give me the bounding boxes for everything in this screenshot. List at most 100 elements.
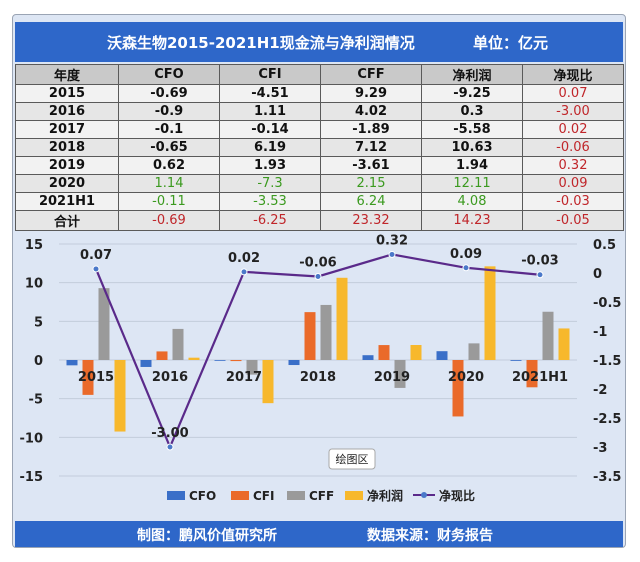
footer-bar: 制图：鹏风价值研究所 数据来源：财务报告	[15, 521, 623, 547]
cell-ratio: 0.09	[522, 174, 624, 193]
cell-cff: 2.15	[320, 174, 422, 193]
y-right-tick-label: -1.5	[593, 354, 621, 369]
x-axis-labels: 2015 2016 2017 2018 2019 2020 2021H1	[78, 370, 568, 385]
col-header-net-profit: 净利润	[421, 64, 523, 85]
legend-label: 净现比	[439, 488, 475, 503]
cell-year: 2019	[15, 156, 119, 175]
y-left-tick-label: 0	[34, 354, 43, 369]
y-right-tick-label: -3	[593, 441, 607, 456]
bar-净利润-2021H1	[558, 328, 570, 360]
x-tick-label: 2021H1	[512, 370, 568, 385]
cell-cfo: 1.14	[118, 174, 220, 193]
cell-cff: 4.02	[320, 102, 422, 121]
tooltip-text: 绘图区	[336, 452, 369, 466]
cell-year: 2018	[15, 138, 119, 157]
col-header-cfi: CFI	[219, 64, 321, 85]
cell-ratio: -0.06	[522, 138, 624, 157]
cell-cfi: -4.51	[219, 84, 321, 103]
chart-title: 沃森生物2015-2021H1现金流与净利润情况	[107, 34, 415, 52]
cell-cfi: -6.25	[219, 210, 321, 231]
col-header-cfo: CFO	[118, 64, 220, 85]
bar-CFO-2015	[66, 360, 78, 366]
cell-net-profit: 0.3	[421, 102, 523, 121]
cell-cff: 9.29	[320, 84, 422, 103]
footer-source: 数据来源：财务报告	[367, 528, 493, 544]
legend-swatch	[231, 491, 249, 500]
legend-marker	[421, 492, 427, 498]
cell-cff: 23.32	[320, 210, 422, 231]
table-header-row: 年度 CFO CFI CFF 净利润 净现比	[15, 64, 624, 85]
cell-cfo: -0.9	[118, 102, 220, 121]
y-right-tick-label: 0	[593, 267, 602, 282]
table-row: 2016 -0.9 1.11 4.02 0.3 -3.00	[15, 102, 624, 121]
legend-label: CFI	[253, 489, 274, 503]
ratio-data-label: -3.00	[151, 426, 188, 441]
cell-cfo: 0.62	[118, 156, 220, 175]
bar-CFO-2020	[436, 351, 448, 360]
cell-net-profit: 4.08	[421, 192, 523, 211]
title-bar: 沃森生物2015-2021H1现金流与净利润情况 单位：亿元	[15, 22, 623, 62]
ratio-point-2019	[388, 250, 396, 258]
ratio-data-label: 0.32	[376, 234, 408, 248]
footer-maker: 制图：鹏风价值研究所	[137, 528, 277, 544]
bar-CFI-2018	[304, 312, 316, 360]
ratio-data-label: 0.09	[450, 247, 482, 262]
cell-cfi: 6.19	[219, 138, 321, 157]
ratio-point-2021H1	[536, 271, 544, 279]
ratio-data-label: -0.06	[299, 255, 336, 270]
ratio-data-label: 0.02	[228, 251, 260, 266]
ratio-point-2020	[462, 264, 470, 272]
cell-cfo: -0.69	[118, 84, 220, 103]
y-left-tick-label: -15	[20, 470, 44, 485]
ratio-point-2015	[92, 265, 100, 273]
bar-CFI-2015	[82, 360, 94, 395]
y-left-tick-label: -5	[29, 393, 43, 408]
y-left-tick-label: 10	[25, 277, 43, 292]
bar-CFI-2021H1	[526, 360, 538, 388]
bar-CFF-2019	[394, 360, 406, 388]
plot-area-tooltip: 绘图区	[328, 448, 376, 470]
cell-cff: -1.89	[320, 120, 422, 139]
cell-cfo: -0.1	[118, 120, 220, 139]
bar-净利润-2016	[188, 357, 200, 360]
x-tick-label: 2017	[226, 370, 262, 385]
combo-chart: 2015 2016 2017 2018 2019 2020 2021H1 0.07 -3.00…	[15, 234, 623, 518]
bar-CFO-2019	[362, 355, 374, 360]
cell-ratio: -0.05	[522, 210, 624, 231]
legend-swatch	[167, 491, 185, 500]
cell-cfo: -0.11	[118, 192, 220, 211]
bar-CFF-2021H1	[542, 311, 554, 360]
table-row-total: 合计 -0.69 -6.25 23.32 14.23 -0.05	[15, 210, 624, 231]
y-left-tick-label: 5	[34, 315, 43, 330]
bar-净利润-2017	[262, 360, 274, 404]
y-left-tick-label: 15	[25, 238, 43, 253]
cell-ratio: -3.00	[522, 102, 624, 121]
line-series: 0.07 -3.00 0.02 -0.06 0.32 0.09 -0.03	[80, 234, 559, 451]
cell-net-profit: 10.63	[421, 138, 523, 157]
bar-CFI-2019	[378, 345, 390, 360]
legend-swatch	[345, 491, 363, 500]
y-axis-labels: 15 10 5 0 -5 -10 -15 0.5 0 -0.5 -1 -1.5 -2 -2.5 -3 -3.5	[20, 238, 622, 485]
table-row: 2020 1.14 -7.3 2.15 12.11 0.09	[15, 174, 624, 193]
cell-net-profit: 12.11	[421, 174, 523, 193]
cell-net-profit: 14.23	[421, 210, 523, 231]
ratio-point-2016	[166, 443, 174, 451]
x-tick-label: 2016	[152, 370, 188, 385]
bar-净利润-2019	[410, 344, 422, 360]
cell-cfi: 1.11	[219, 102, 321, 121]
table-row: 2018 -0.65 6.19 7.12 10.63 -0.06	[15, 138, 624, 157]
bar-CFI-2017	[230, 360, 242, 362]
bar-CFF-2017	[246, 360, 258, 375]
data-table: 年度 CFO CFI CFF 净利润 净现比 2015 -0.69 -4.51 …	[15, 64, 624, 231]
cell-year: 2017	[15, 120, 119, 139]
cell-ratio: 0.02	[522, 120, 624, 139]
x-tick-label: 2018	[300, 370, 336, 385]
cell-ratio: 0.07	[522, 84, 624, 103]
x-tick-label: 2019	[374, 370, 410, 385]
legend-swatch	[287, 491, 305, 500]
bar-CFO-2021H1	[510, 360, 522, 361]
bar-CFF-2016	[172, 328, 184, 360]
y-left-tick-label: -10	[20, 431, 44, 446]
cell-cff: 7.12	[320, 138, 422, 157]
y-right-tick-label: 0.5	[593, 238, 616, 253]
